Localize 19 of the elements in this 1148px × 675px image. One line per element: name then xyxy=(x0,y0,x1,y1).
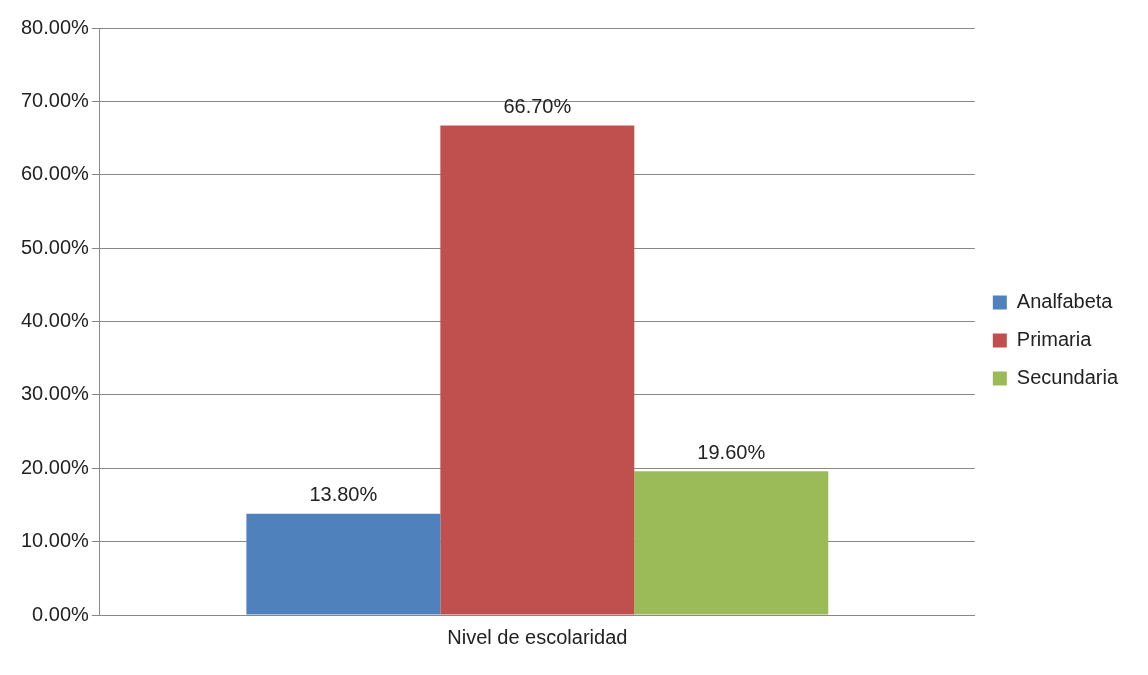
bar xyxy=(246,513,441,615)
y-tick-label: 30.00% xyxy=(20,382,90,405)
legend-label: Secundaria xyxy=(1016,366,1119,389)
bar xyxy=(440,125,635,615)
x-tick-label: Nivel de escolaridad xyxy=(447,625,628,648)
y-tick-label: 20.00% xyxy=(20,455,90,478)
y-tick-label: 40.00% xyxy=(20,309,90,332)
y-tick-label: 0.00% xyxy=(32,602,90,625)
data-label: 66.70% xyxy=(503,95,572,118)
y-tick-label: 70.00% xyxy=(20,88,90,111)
data-label: 13.80% xyxy=(309,483,378,506)
legend-label: Primaria xyxy=(1016,328,1093,351)
y-tick-label: 50.00% xyxy=(20,235,90,258)
data-label: 19.60% xyxy=(697,440,766,463)
y-tick-label: 10.00% xyxy=(20,529,90,552)
legend-label: Analfabeta xyxy=(1016,290,1114,313)
y-tick-label: 80.00% xyxy=(20,15,90,38)
bar xyxy=(634,471,829,615)
y-tick-label: 60.00% xyxy=(20,162,90,185)
